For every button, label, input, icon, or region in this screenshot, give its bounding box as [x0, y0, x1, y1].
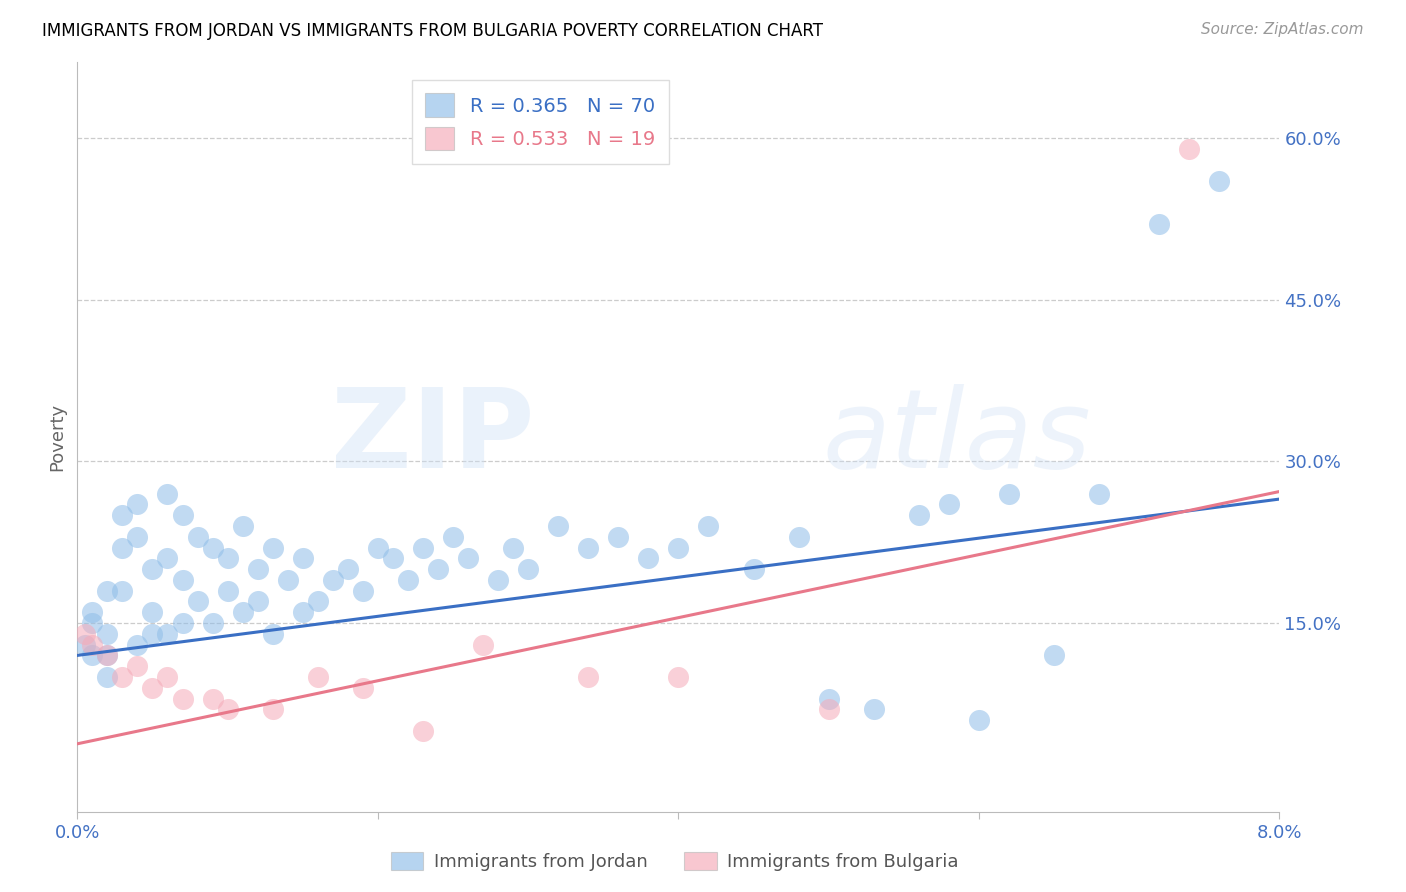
Point: [998, 486, 1021, 500]
Point: [82, 638, 104, 652]
Y-axis label: Poverty: Poverty: [48, 403, 66, 471]
Point: [127, 638, 149, 652]
Point: [412, 723, 434, 738]
Point: [172, 508, 194, 523]
Text: IMMIGRANTS FROM JORDAN VS IMMIGRANTS FROM BULGARIA POVERTY CORRELATION CHART: IMMIGRANTS FROM JORDAN VS IMMIGRANTS FRO…: [42, 22, 823, 40]
Point: [472, 638, 495, 652]
Point: [427, 562, 450, 576]
Point: [336, 562, 359, 576]
Point: [172, 573, 194, 587]
Point: [307, 594, 329, 608]
Point: [141, 681, 163, 695]
Point: [1178, 142, 1201, 156]
Point: [291, 551, 314, 566]
Point: [412, 541, 434, 555]
Point: [486, 573, 509, 587]
Point: [1208, 174, 1230, 188]
Point: [127, 659, 149, 673]
Point: [246, 594, 269, 608]
Point: [862, 702, 884, 716]
Point: [96, 583, 118, 598]
Point: [141, 605, 163, 619]
Point: [742, 562, 765, 576]
Point: [938, 498, 960, 512]
Legend: R = 0.365   N = 70, R = 0.533   N = 19: R = 0.365 N = 70, R = 0.533 N = 19: [412, 79, 669, 164]
Point: [637, 551, 659, 566]
Point: [172, 691, 194, 706]
Point: [967, 713, 990, 727]
Point: [82, 615, 104, 630]
Point: [141, 562, 163, 576]
Point: [517, 562, 540, 576]
Point: [127, 530, 149, 544]
Point: [73, 638, 96, 652]
Point: [156, 670, 179, 684]
Point: [111, 670, 134, 684]
Point: [291, 605, 314, 619]
Point: [82, 648, 104, 663]
Point: [352, 681, 374, 695]
Point: [127, 498, 149, 512]
Point: [96, 648, 118, 663]
Point: [232, 519, 254, 533]
Point: [457, 551, 479, 566]
Point: [186, 530, 209, 544]
Point: [262, 702, 284, 716]
Text: Source: ZipAtlas.com: Source: ZipAtlas.com: [1201, 22, 1364, 37]
Point: [262, 627, 284, 641]
Point: [156, 627, 179, 641]
Point: [111, 508, 134, 523]
Point: [201, 615, 224, 630]
Point: [381, 551, 404, 566]
Point: [668, 541, 690, 555]
Point: [576, 670, 599, 684]
Point: [817, 702, 839, 716]
Point: [607, 530, 630, 544]
Point: [141, 627, 163, 641]
Point: [156, 486, 179, 500]
Point: [576, 541, 599, 555]
Point: [817, 691, 839, 706]
Point: [396, 573, 419, 587]
Point: [111, 583, 134, 598]
Point: [668, 670, 690, 684]
Point: [352, 583, 374, 598]
Legend: Immigrants from Jordan, Immigrants from Bulgaria: Immigrants from Jordan, Immigrants from …: [384, 845, 966, 879]
Point: [201, 691, 224, 706]
Point: [73, 627, 96, 641]
Point: [217, 551, 239, 566]
Point: [262, 541, 284, 555]
Point: [82, 605, 104, 619]
Point: [697, 519, 720, 533]
Point: [367, 541, 389, 555]
Point: [277, 573, 299, 587]
Point: [186, 594, 209, 608]
Point: [156, 551, 179, 566]
Point: [96, 627, 118, 641]
Point: [787, 530, 810, 544]
Point: [201, 541, 224, 555]
Point: [232, 605, 254, 619]
Point: [502, 541, 524, 555]
Point: [441, 530, 464, 544]
Point: [217, 583, 239, 598]
Point: [96, 648, 118, 663]
Point: [547, 519, 569, 533]
Point: [111, 541, 134, 555]
Text: atlas: atlas: [823, 384, 1091, 491]
Point: [1043, 648, 1066, 663]
Point: [908, 508, 931, 523]
Point: [307, 670, 329, 684]
Point: [172, 615, 194, 630]
Text: ZIP: ZIP: [330, 384, 534, 491]
Point: [246, 562, 269, 576]
Point: [322, 573, 344, 587]
Point: [96, 670, 118, 684]
Point: [217, 702, 239, 716]
Point: [1149, 217, 1171, 231]
Point: [1088, 486, 1111, 500]
